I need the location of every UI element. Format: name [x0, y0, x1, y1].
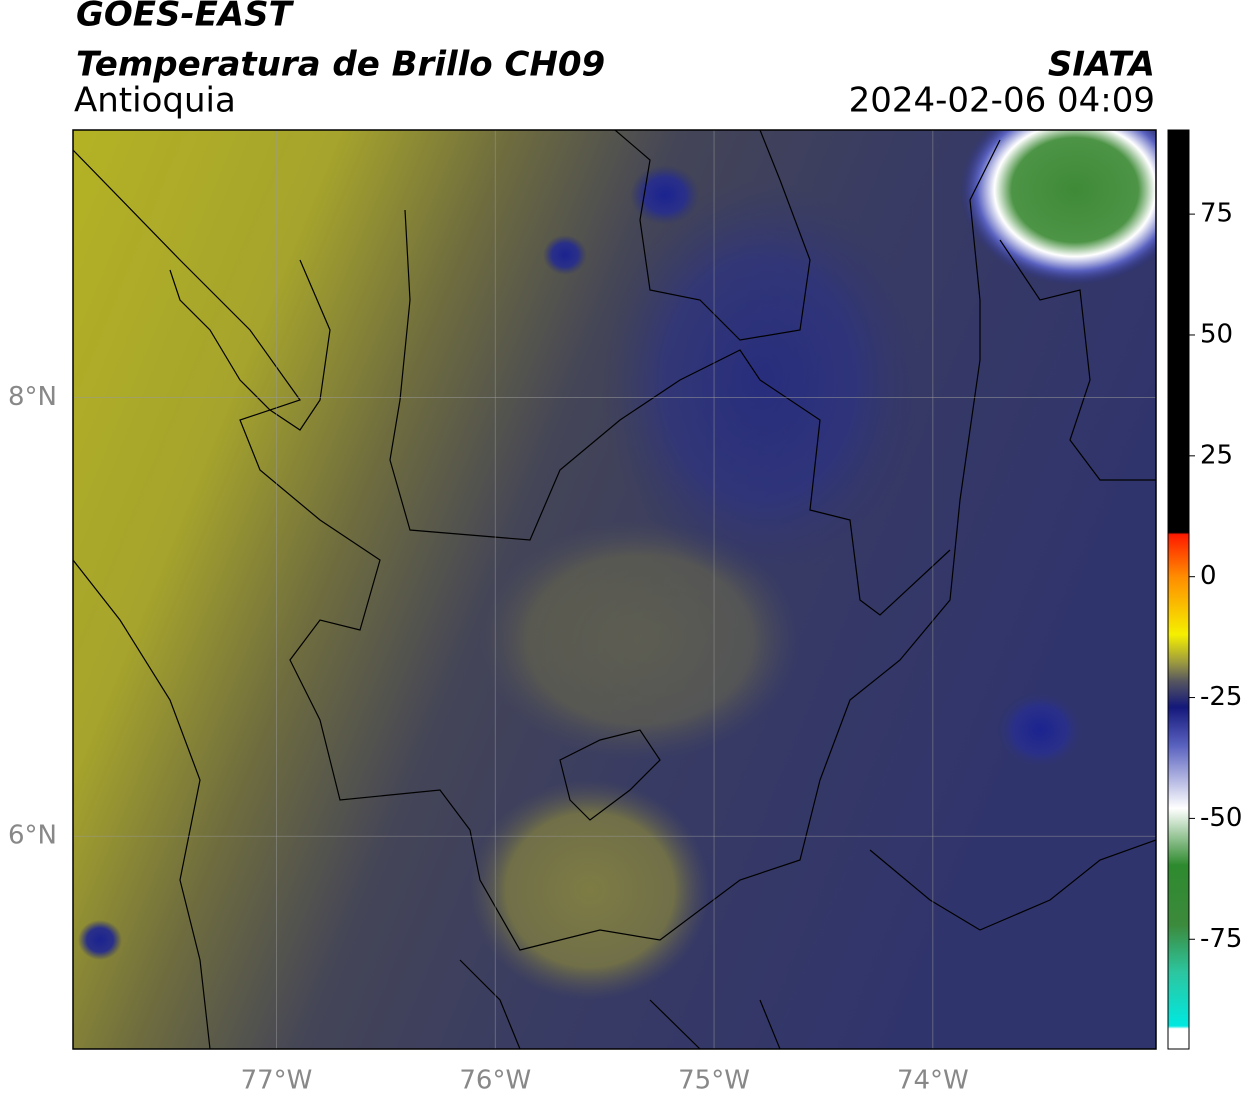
- x-tick-label: 75°W: [678, 1066, 750, 1096]
- subtitle: Temperatura de Brillo CH09: [76, 45, 605, 85]
- y-tick-label: 8°N: [8, 382, 57, 412]
- map-frame: [72, 129, 1157, 1050]
- colorbar-tick-label: 25: [1200, 440, 1233, 470]
- colorbar-tick-label: 75: [1200, 199, 1233, 229]
- timestamp: 2024-02-06 04:09: [849, 81, 1155, 121]
- x-tick-label: 74°W: [897, 1066, 969, 1096]
- x-tick-label: 76°W: [459, 1066, 531, 1096]
- warm-patch: [480, 520, 800, 760]
- cloud-top: [960, 130, 1156, 285]
- title: GOES-EAST: [76, 0, 295, 35]
- colorbar: [1167, 129, 1190, 1050]
- cold-patch: [543, 235, 587, 275]
- warm-patch: [470, 780, 710, 1000]
- cold-patch: [630, 165, 700, 225]
- colorbar-tick-label: 0: [1200, 561, 1217, 591]
- grid: [73, 130, 1156, 1049]
- y-tick-label: 6°N: [8, 821, 57, 851]
- source: SIATA: [1048, 45, 1155, 85]
- cold-patch: [995, 690, 1085, 770]
- colorbar-tick-label: -25: [1200, 682, 1242, 712]
- borders: [73, 130, 1156, 1049]
- cold-patch: [78, 920, 122, 960]
- colorbar-tick-label: -50: [1200, 803, 1242, 833]
- colorbar-tick-label: -75: [1200, 924, 1242, 954]
- colorbar-tick-label: 50: [1200, 319, 1233, 349]
- map-image: [73, 130, 1156, 1049]
- region: Antioquia: [74, 81, 236, 121]
- x-tick-label: 77°W: [241, 1066, 313, 1096]
